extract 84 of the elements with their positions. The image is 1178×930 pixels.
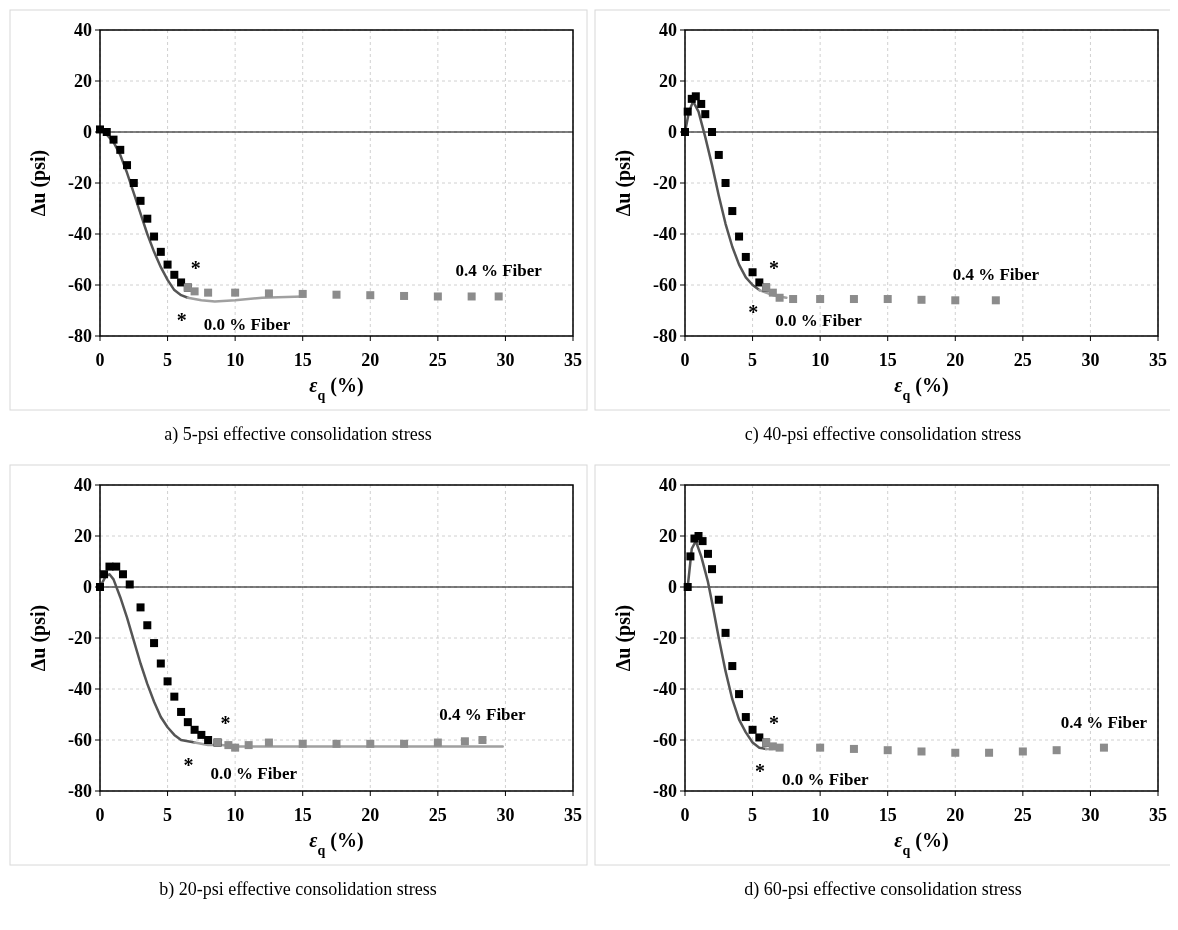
y-tick-label: -40 bbox=[653, 679, 677, 699]
y-tick-label: -80 bbox=[68, 326, 92, 346]
y-tick-label: -20 bbox=[68, 173, 92, 193]
x-tick-label: 20 bbox=[946, 805, 965, 825]
x-tick-label: 10 bbox=[226, 805, 245, 825]
y-tick-label: -40 bbox=[653, 224, 677, 244]
y-tick-label: -60 bbox=[653, 730, 677, 750]
x-axis-title: ε$_{q}$ (%) bbox=[894, 829, 949, 858]
text: c) 40-psi effective consolidation stress bbox=[744, 424, 1022, 445]
annotation: * bbox=[755, 759, 766, 782]
y-tick-label: 0 bbox=[668, 122, 677, 142]
y-tick-label: -40 bbox=[68, 679, 92, 699]
annotation: * bbox=[220, 711, 231, 734]
y-tick-label: 40 bbox=[659, 20, 677, 40]
series-label: 0.0 % Fiber bbox=[775, 311, 863, 331]
y-tick-label: 20 bbox=[659, 71, 677, 91]
x-tick-label: 30 bbox=[1081, 350, 1100, 370]
y-tick-label: -60 bbox=[68, 275, 92, 295]
text: a) 5-psi effective consolidation stress bbox=[164, 424, 432, 445]
x-tick-label: 20 bbox=[361, 350, 380, 370]
x-tick-label: 10 bbox=[811, 350, 830, 370]
x-tick-label: 25 bbox=[428, 805, 447, 825]
y-tick-label: -20 bbox=[68, 628, 92, 648]
series-label: 0.0 % Fiber bbox=[203, 315, 291, 334]
y-axis-title: Δu (psi) bbox=[612, 149, 635, 217]
x-tick-label: 20 bbox=[946, 350, 965, 370]
y-tick-label: 20 bbox=[659, 526, 677, 546]
x-tick-label: 35 bbox=[1149, 350, 1167, 370]
x-tick-label: 30 bbox=[496, 350, 515, 370]
y-tick-label: -60 bbox=[653, 275, 677, 295]
x-tick-label: 35 bbox=[564, 350, 582, 370]
y-tick-label: 40 bbox=[74, 20, 92, 40]
annotation: * bbox=[769, 256, 780, 279]
y-tick-label: -80 bbox=[68, 781, 92, 801]
x-tick-label: 25 bbox=[1013, 350, 1032, 370]
y-tick-label: 40 bbox=[74, 475, 92, 495]
y-tick-label: 0 bbox=[83, 577, 92, 597]
series-label: 0.0 % Fiber bbox=[782, 769, 869, 789]
series-label: 0.4 % Fiber bbox=[952, 265, 1040, 285]
series-label: 0.0 % Fiber bbox=[210, 763, 298, 783]
y-tick-label: -40 bbox=[68, 224, 92, 244]
y-tick-label: -60 bbox=[68, 730, 92, 750]
y-axis-title: Δu (psi) bbox=[27, 149, 50, 217]
y-tick-label: 0 bbox=[668, 577, 677, 597]
series-label: 0.4 % Fiber bbox=[1060, 712, 1148, 732]
x-tick-label: 5 bbox=[748, 350, 758, 370]
x-tick-label: 10 bbox=[226, 350, 245, 370]
y-tick-label: -20 bbox=[653, 173, 677, 193]
x-tick-label: 35 bbox=[564, 805, 582, 825]
x-tick-label: 5 bbox=[748, 805, 758, 825]
y-axis-title: Δu (psi) bbox=[27, 604, 50, 672]
y-axis-title: Δu (psi) bbox=[612, 604, 635, 672]
y-tick-label: 20 bbox=[74, 71, 92, 91]
series-label: 0.4 % Fiber bbox=[439, 705, 527, 724]
y-tick-label: 20 bbox=[74, 526, 92, 546]
annotation: * bbox=[748, 301, 759, 324]
x-tick-label: 25 bbox=[428, 350, 447, 370]
annotation: * bbox=[183, 753, 194, 776]
x-tick-label: 30 bbox=[1081, 805, 1100, 825]
x-tick-label: 5 bbox=[163, 805, 173, 825]
y-tick-label: 40 bbox=[659, 475, 677, 495]
x-tick-label: 5 bbox=[163, 350, 173, 370]
series-label: 0.4 % Fiber bbox=[455, 261, 543, 281]
x-tick-label: 25 bbox=[1013, 805, 1032, 825]
annotation: * bbox=[769, 711, 780, 734]
x-axis-title: ε$_{q}$ (%) bbox=[309, 374, 364, 403]
x-tick-label: 20 bbox=[361, 805, 380, 825]
x-axis-title: ε$_{q}$ (%) bbox=[894, 374, 949, 403]
x-axis-title: ε$_{q}$ (%) bbox=[309, 829, 364, 858]
x-tick-label: 15 bbox=[878, 350, 897, 370]
y-tick-label: -20 bbox=[653, 628, 677, 648]
text: d) 60-psi effective consolidation stress bbox=[744, 879, 1022, 900]
x-tick-label: 15 bbox=[293, 805, 312, 825]
annotation: * bbox=[176, 308, 187, 331]
x-tick-label: 35 bbox=[1149, 805, 1167, 825]
text: b) 20-psi effective consolidation stress bbox=[159, 879, 437, 900]
x-tick-label: 30 bbox=[496, 805, 515, 825]
annotation: * bbox=[190, 256, 201, 279]
x-tick-label: 15 bbox=[878, 805, 897, 825]
y-tick-label: -80 bbox=[653, 781, 677, 801]
y-tick-label: -80 bbox=[653, 326, 677, 346]
y-tick-label: 0 bbox=[83, 122, 92, 142]
x-tick-label: 15 bbox=[293, 350, 312, 370]
x-tick-label: 10 bbox=[811, 805, 830, 825]
